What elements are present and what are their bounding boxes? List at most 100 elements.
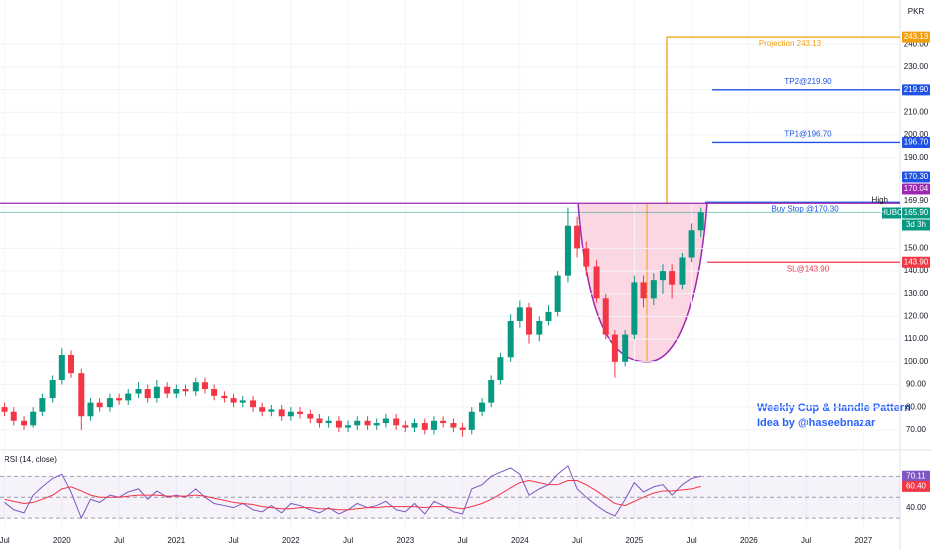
candle-body xyxy=(345,425,352,428)
candle-body xyxy=(221,395,228,399)
x-tick-label: 2022 xyxy=(282,536,300,545)
price-badge xyxy=(902,207,930,219)
price-badge xyxy=(902,256,930,268)
y-tick-label: 110.00 xyxy=(904,334,928,343)
candle-body xyxy=(574,225,581,249)
level-label: High xyxy=(872,195,888,204)
candle-body xyxy=(564,225,571,276)
candle-body xyxy=(164,386,171,394)
candle-body xyxy=(526,307,533,335)
candle-body xyxy=(354,420,361,426)
x-tick-label: Jul xyxy=(0,536,10,545)
price-badge-label: 143.90 xyxy=(904,257,929,266)
y-tick-label: 230.00 xyxy=(904,62,929,71)
candle-body xyxy=(421,423,428,430)
y-tick-label: 120.00 xyxy=(904,312,929,321)
candle-body xyxy=(583,248,590,267)
candle-body xyxy=(106,398,113,408)
candle-body xyxy=(239,400,246,403)
y-tick-label: 200.00 xyxy=(904,130,929,139)
rsi-badge-label: 70.11 xyxy=(906,471,926,480)
candle-body xyxy=(30,411,37,426)
candle-body xyxy=(659,271,666,281)
candle-body xyxy=(402,425,409,428)
x-tick-label: 2020 xyxy=(53,536,71,545)
candle-body xyxy=(287,411,294,417)
price-badge xyxy=(902,195,930,207)
x-tick-label: 2021 xyxy=(167,536,185,545)
y-tick-label: 90.00 xyxy=(906,380,927,389)
x-tick-label: 2027 xyxy=(854,536,872,545)
candle-body xyxy=(201,382,208,390)
y-tick-label: 80.00 xyxy=(906,402,927,411)
candle-body xyxy=(325,420,332,424)
level-label: Projection 243.13 xyxy=(759,39,822,48)
candle-body xyxy=(440,420,447,424)
y-tick-label: 190.00 xyxy=(904,153,929,162)
indicator-title: RSI (14, close) xyxy=(4,455,57,464)
candle-body xyxy=(554,275,561,312)
level-label: TP2@219.90 xyxy=(784,77,832,86)
price-badge xyxy=(902,136,930,148)
level-label: TP1@196.70 xyxy=(784,130,832,139)
candle-body xyxy=(669,271,676,285)
ma-badge xyxy=(902,480,930,492)
candle-body xyxy=(450,423,457,428)
annotation: Idea by @haseebnazar xyxy=(757,417,876,429)
price-badge-label: 219.90 xyxy=(904,85,929,94)
candle-body xyxy=(688,230,695,258)
candle-body xyxy=(382,418,389,424)
price-badge-label: 243.13 xyxy=(904,32,929,41)
ma-line xyxy=(4,479,701,511)
candle-body xyxy=(679,257,686,285)
candle-body xyxy=(192,382,199,392)
y-tick-label: 140.00 xyxy=(904,266,929,275)
price-badge xyxy=(902,183,930,195)
candle-body xyxy=(430,420,437,430)
candle-body xyxy=(78,373,85,417)
price-badge xyxy=(902,84,930,96)
x-tick-label: 2023 xyxy=(396,536,414,545)
level-label: Buy Stop @170.30 xyxy=(771,204,839,213)
candle-body xyxy=(507,320,514,358)
x-tick-label: Jul xyxy=(457,536,467,545)
candle-body xyxy=(278,409,285,417)
price-badge-label: 170.30 xyxy=(904,172,929,181)
y-tick-label: 210.00 xyxy=(904,107,929,116)
candle-body xyxy=(611,334,618,362)
candle-body xyxy=(468,411,475,430)
countdown-badge xyxy=(902,219,930,231)
candle-body xyxy=(622,334,629,362)
candle-body xyxy=(67,354,74,374)
candle-body xyxy=(96,402,103,408)
candle-body xyxy=(602,298,609,335)
candle-body xyxy=(49,379,56,399)
candle-body xyxy=(497,357,504,380)
price-badge-label: 196.70 xyxy=(904,138,929,147)
x-tick-label: Jul xyxy=(686,536,696,545)
candle-body xyxy=(250,400,257,408)
candle-body xyxy=(697,212,704,231)
candle-body xyxy=(297,411,303,414)
candle-body xyxy=(1,407,8,412)
price-badge-label: 170.04 xyxy=(904,184,929,193)
candle-body xyxy=(593,266,600,299)
y-tick-label: 130.00 xyxy=(904,289,929,298)
price-badge xyxy=(902,171,930,183)
candle-body xyxy=(631,282,638,335)
candle-body xyxy=(153,386,160,399)
candle-body xyxy=(545,311,552,321)
candle-body xyxy=(259,407,266,412)
candle-body xyxy=(488,379,495,403)
candle-body xyxy=(640,282,647,299)
candle-body xyxy=(650,280,657,299)
y-tick-label: 150.00 xyxy=(904,243,929,252)
candle-body xyxy=(39,398,46,412)
candle-body xyxy=(10,411,17,421)
candle-body xyxy=(459,427,466,430)
symbol-badge xyxy=(882,207,901,219)
candle-body xyxy=(230,398,237,403)
ma-badge-label: 60.40 xyxy=(906,481,927,490)
candle-body xyxy=(536,320,543,335)
